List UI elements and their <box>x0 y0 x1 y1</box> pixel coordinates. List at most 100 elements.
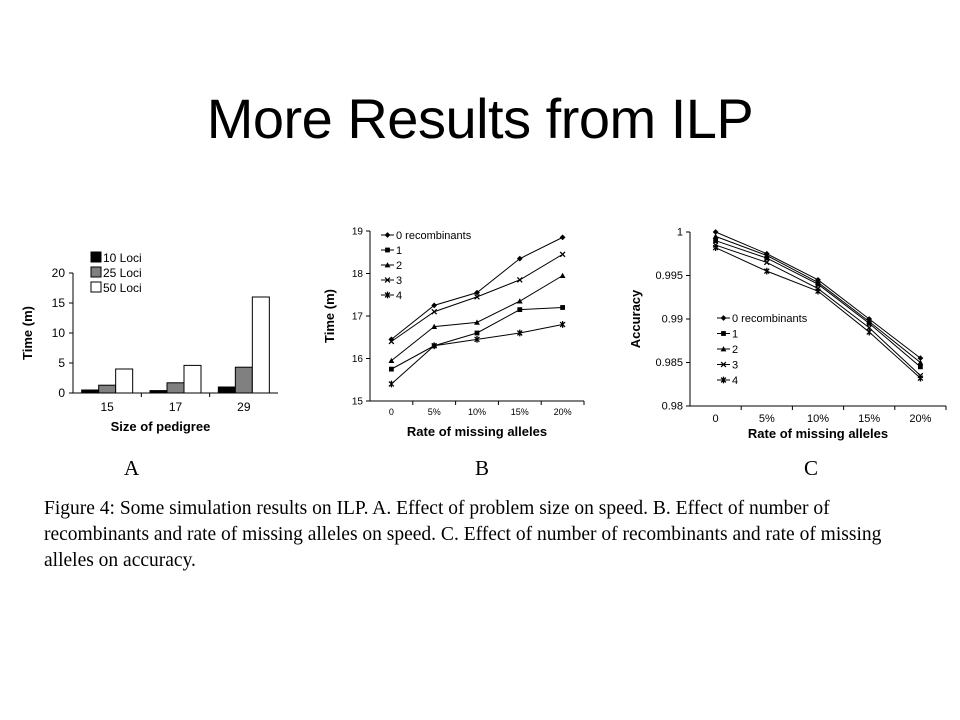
chart-b-point <box>388 357 395 364</box>
chart-b-point <box>474 335 480 343</box>
chart-b-point <box>516 255 523 262</box>
chart-a-bar <box>251 296 270 394</box>
chart-b-y-tick-label: 16 <box>352 354 364 365</box>
chart-b-legend-label: 4 <box>396 290 402 302</box>
chart-c-x-tick-label: 15% <box>858 413 880 425</box>
chart-c-point <box>712 244 719 252</box>
chart-b-legend-marker <box>384 291 391 299</box>
chart-c-point <box>866 318 873 325</box>
chart-b-point <box>388 380 395 388</box>
chart-b-legend-label: 3 <box>396 275 402 287</box>
chart-b-legend-label: 0 recombinants <box>396 230 472 242</box>
chart-b-point <box>559 321 566 328</box>
chart-a-x-tick-label: 17 <box>169 400 183 414</box>
chart-c-point <box>712 229 719 235</box>
chart-a-y-tick-label: 5 <box>58 356 65 370</box>
chart-b-point <box>559 272 566 279</box>
panel-label-a: A <box>124 456 140 480</box>
chart-b-point <box>389 366 394 372</box>
chart-a-bar <box>115 368 134 394</box>
chart-b-speed: 15 16 17 18 19 0 5% 10% 15% 20% Rate of missing al… <box>322 227 585 439</box>
chart-b-point <box>516 298 523 304</box>
chart-a-bar <box>234 366 253 394</box>
chart-b-legend-label: 2 <box>396 260 402 272</box>
chart-c-legend-marker <box>720 361 727 368</box>
chart-b-y-tick-label: 15 <box>352 397 364 408</box>
chart-b-point <box>431 323 438 330</box>
chart-c-x-tick-label: 0 <box>713 413 719 425</box>
chart-b-x-tick-label: 0 <box>389 407 394 417</box>
chart-b-series-line <box>391 275 563 362</box>
chart-c-legend-label: 2 <box>732 344 738 356</box>
chart-a-legend-swatch <box>90 281 102 293</box>
chart-b-point <box>516 277 523 283</box>
chart-c-point <box>866 324 873 331</box>
chart-a-x-label: Size of pedigree <box>111 419 211 434</box>
chart-c-point <box>712 233 719 239</box>
chart-b-x-tick-label: 15% <box>511 407 529 417</box>
chart-c-y-tick-label: 1 <box>677 227 683 239</box>
chart-c-point <box>866 328 873 336</box>
chart-b-point <box>474 294 480 300</box>
chart-c-point <box>917 355 924 362</box>
chart-c-point <box>917 359 924 365</box>
chart-c-x-tick-label: 20% <box>909 413 931 425</box>
chart-b-point <box>559 251 566 258</box>
chart-b-legend-marker <box>385 247 390 253</box>
chart-c-point <box>764 255 770 261</box>
chart-a-legend-label: 10 Loci <box>103 251 142 265</box>
chart-a-bar <box>217 386 236 394</box>
chart-b-point <box>517 307 523 313</box>
chart-b-y-label: Time (m) <box>322 289 337 343</box>
chart-a-legend-label: 50 Loci <box>103 281 142 295</box>
chart-b-y-tick-label: 19 <box>352 227 364 238</box>
chart-c-x-label: Rate of missing alleles <box>748 426 888 441</box>
chart-c-x-tick-label: 5% <box>759 413 775 425</box>
chart-c-point <box>763 259 770 266</box>
chart-c-legend-marker <box>720 315 727 321</box>
chart-b-x-tick-label: 10% <box>468 407 486 417</box>
chart-c-y-tick-label: 0.98 <box>662 401 683 413</box>
chart-b-y-tick-label: 18 <box>352 269 364 280</box>
chart-b-y-tick-label: 17 <box>352 312 364 323</box>
panel-label-c: C <box>804 456 819 480</box>
chart-c-series-line <box>715 240 921 368</box>
figure-caption: Figure 4: Some simulation results on ILP… <box>44 498 882 571</box>
chart-b-x-tick-label: 20% <box>554 407 572 417</box>
chart-a-bar <box>81 389 100 394</box>
chart-b-point <box>431 308 438 315</box>
chart-b-legend-marker <box>384 232 391 238</box>
chart-c-point <box>918 364 923 370</box>
chart-b-point <box>559 234 566 241</box>
chart-b-series-line <box>391 253 563 342</box>
chart-a-bar <box>183 364 202 394</box>
chart-a-legend-label: 25 Loci <box>103 266 142 280</box>
chart-a-x-tick-label: 15 <box>100 400 114 414</box>
chart-a-bar <box>149 390 168 394</box>
chart-c-y-tick-label: 0.99 <box>662 314 683 326</box>
chart-a-legend-swatch <box>90 251 102 263</box>
chart-b-point <box>388 338 395 345</box>
chart-a-x-tick-label: 29 <box>237 400 251 414</box>
chart-c-legend-label: 3 <box>732 360 738 372</box>
chart-a-bar <box>166 382 185 394</box>
slide-title: More Results from ILP <box>206 87 754 150</box>
chart-c-point <box>815 287 821 295</box>
chart-a-y-label: Time (m) <box>20 306 35 360</box>
chart-c-point <box>713 238 718 244</box>
chart-c-y-tick-label: 0.995 <box>655 270 683 282</box>
chart-c-legend-label: 4 <box>732 375 738 387</box>
chart-c-y-label: Accuracy <box>628 289 643 348</box>
chart-c-point <box>763 252 770 258</box>
chart-b-point <box>560 305 565 310</box>
chart-c-point <box>815 279 821 285</box>
chart-c-legend-marker <box>720 346 727 352</box>
chart-c-point <box>763 267 770 275</box>
chart-c-accuracy: 0.98 0.985 0.99 0.995 1 0 5% 10% 15% 20% Rate of m… <box>628 227 947 441</box>
chart-c-y-tick-label: 0.985 <box>655 357 683 369</box>
chart-a-problem-size: 0 5 10 15 20 15 17 29 Size of pedigree Time (m) 10… <box>20 251 278 434</box>
chart-c-legend-marker <box>721 331 726 336</box>
chart-c-legend-marker <box>720 376 727 384</box>
chart-b-legend-marker <box>384 277 391 283</box>
chart-a-y-tick-label: 15 <box>52 296 66 310</box>
